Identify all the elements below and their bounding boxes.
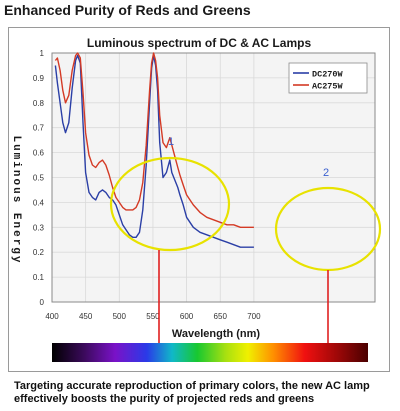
page-heading: Enhanced Purity of Reds and Greens — [4, 2, 251, 18]
caption: Targeting accurate reproduction of prima… — [14, 380, 370, 405]
chart-title: Luminous spectrum of DC & AC Lamps — [86, 36, 312, 50]
plot-border — [51, 52, 376, 303]
y-tick-label: 1 — [40, 49, 45, 58]
annotation-label-2: 2 — [323, 167, 329, 179]
x-tick-label: 550 — [146, 312, 160, 321]
x-tick-label: 600 — [180, 312, 194, 321]
y-tick-label: 0 — [40, 298, 45, 307]
legend-label-dc270w: DC270W — [312, 70, 344, 80]
x-tick-label: 700 — [247, 312, 261, 321]
grid — [51, 52, 375, 303]
y-tick-label: 0.9 — [33, 74, 45, 83]
x-tick-label: 400 — [45, 312, 59, 321]
spectrum-chart: 0 0.1 0.2 0.3 0.4 0.5 0.6 0.7 0.8 0.9 1 400 450 500 55… — [10, 49, 382, 362]
legend-label-ac275w: AC275W — [312, 82, 344, 92]
legend: DC270W AC275W — [288, 62, 368, 94]
y-tick-label: 0.6 — [33, 149, 45, 158]
y-tick-label: 0.5 — [33, 174, 45, 183]
axes: 0 0.1 0.2 0.3 0.4 0.5 0.6 0.7 0.8 0.9 1 400 450 500 55… — [33, 49, 376, 321]
series-lines — [54, 52, 254, 248]
y-tick-label: 0.8 — [33, 99, 45, 108]
y-tick-label: 0.2 — [33, 248, 45, 257]
x-tick-label: 500 — [113, 312, 127, 321]
highlight-ellipse-1 — [109, 156, 231, 252]
series-line-dc270w — [54, 54, 254, 248]
x-tick-label: 650 — [214, 312, 228, 321]
x-tick-label: 450 — [79, 312, 93, 321]
annotations: 12 — [109, 136, 382, 350]
x-axis-label: Wavelength (nm) — [172, 328, 261, 340]
visible-spectrum-bar — [52, 343, 368, 362]
series-line-ac275w — [54, 52, 254, 228]
legend-box — [288, 62, 368, 94]
y-tick-label: 0.4 — [33, 198, 45, 207]
y-tick-label: 0.7 — [33, 124, 45, 133]
y-axis-label: Luminous Energy — [10, 135, 22, 264]
y-tick-label: 0.1 — [33, 273, 45, 282]
y-tick-label: 0.3 — [33, 223, 45, 232]
annotation-label-1: 1 — [168, 136, 174, 148]
